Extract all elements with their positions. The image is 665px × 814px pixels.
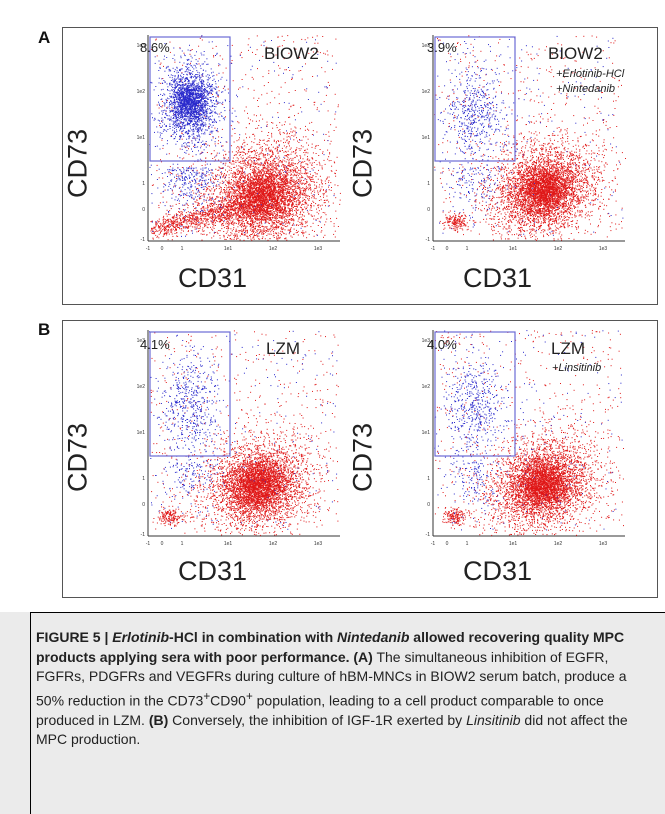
treatment-a2-2: +Nintedanib	[556, 82, 615, 97]
x-tick-label: 1	[466, 246, 469, 252]
x-tick-label: 1e2	[269, 541, 278, 547]
caption-title-mid: -HCl in combination with	[169, 629, 337, 645]
x-axis-label-a1: CD31	[178, 263, 247, 294]
condition-a1: BIOW2	[264, 44, 319, 64]
x-axis-label-b1: CD31	[178, 556, 247, 587]
gate-percent-b2: 4.0%	[427, 337, 457, 352]
scatter-a1: -1 0 1 1e1 1e2 1e3 -1 0 1 1e1 1e2 1e3	[118, 35, 340, 257]
y-tick-label: 1	[427, 476, 430, 482]
x-axis-label-b2: CD31	[463, 556, 532, 587]
x-tick-label: 0	[161, 246, 164, 252]
caption-left-rule	[30, 612, 31, 814]
condition-a2: BIOW2	[548, 44, 603, 64]
y-tick-label: -1	[426, 532, 431, 538]
x-tick-label: 1e3	[599, 246, 608, 252]
x-axis-label-a2: CD31	[463, 263, 532, 294]
x-tick-label: 1e1	[509, 246, 518, 252]
caption-sup-2: +	[246, 690, 253, 703]
y-axis-label-b1: CD73	[63, 418, 94, 498]
y-tick-label: 1e2	[422, 384, 431, 390]
y-tick-label: 0	[142, 502, 145, 508]
x-tick-label: 1	[181, 541, 184, 547]
y-tick-label: 1	[142, 181, 145, 187]
caption-text-b1: Conversely, the inhibition of IGF-1R exe…	[168, 712, 466, 728]
x-tick-label: 1e2	[554, 246, 563, 252]
x-tick-label: 1e3	[599, 541, 608, 547]
caption-label-a: (A)	[353, 649, 372, 665]
x-tick-label: 1e1	[509, 541, 518, 547]
caption-drug-2: Nintedanib	[337, 629, 409, 645]
gate-percent-a1: 8.6%	[140, 40, 170, 55]
caption-text: FIGURE 5 | Erlotinib-HCl in combination …	[36, 628, 654, 750]
y-tick-label: 1e1	[422, 430, 431, 436]
y-tick-label: 0	[427, 207, 430, 213]
x-tick-label: 1e2	[554, 541, 563, 547]
caption-top-rule	[30, 612, 665, 613]
y-tick-label: 1e1	[137, 430, 146, 436]
panel-label-a: A	[38, 28, 50, 48]
x-tick-label: 1e3	[314, 541, 323, 547]
y-tick-label: 1e2	[137, 89, 146, 95]
panel-label-b: B	[38, 320, 50, 340]
gate-rectangle	[435, 37, 515, 161]
event-dots	[149, 330, 339, 536]
y-axis-label-a1: CD73	[63, 124, 94, 204]
condition-b1: LZM	[266, 339, 300, 359]
caption-label-b: (B)	[149, 712, 168, 728]
x-tick-label: -1	[146, 541, 151, 547]
x-tick-label: -1	[431, 541, 436, 547]
gate-percent-a2: 3.9%	[427, 40, 457, 55]
x-tick-label: 1	[181, 246, 184, 252]
caption-text-a2: CD90	[210, 692, 246, 708]
y-tick-label: 1	[427, 181, 430, 187]
caption-drug-3: Linsitinib	[466, 712, 520, 728]
x-tick-label: 1e3	[314, 246, 323, 252]
x-tick-label: 0	[446, 541, 449, 547]
flow-plot-a1: -1 0 1 1e1 1e2 1e3 -1 0 1 1e1 1e2 1e3	[118, 35, 340, 257]
x-tick-label: 1e1	[224, 541, 233, 547]
flow-plot-b1: -1 0 1 1e1 1e2 1e3 -1 0 1 1e1 1e2 1e3	[118, 330, 340, 552]
x-tick-label: 1	[466, 541, 469, 547]
y-tick-label: -1	[141, 237, 146, 243]
y-axis-label-a2: CD73	[348, 124, 379, 204]
y-tick-label: -1	[426, 237, 431, 243]
y-tick-label: 0	[427, 502, 430, 508]
y-tick-label: -1	[141, 532, 146, 538]
x-tick-label: -1	[146, 246, 151, 252]
x-tick-label: 1e2	[269, 246, 278, 252]
x-tick-label: -1	[431, 246, 436, 252]
y-tick-label: 0	[142, 207, 145, 213]
treatment-a2-1: +Erlotinib-HCl	[556, 67, 624, 82]
y-tick-label: 1	[142, 476, 145, 482]
y-tick-label: 1e1	[137, 135, 146, 141]
gate-percent-b1: 4.1%	[140, 337, 170, 352]
x-tick-label: 1e1	[224, 246, 233, 252]
y-tick-label: 1e2	[422, 89, 431, 95]
treatment-b2-1: +Linsitinib	[552, 361, 601, 376]
y-axis-label-b2: CD73	[348, 418, 379, 498]
y-tick-label: 1e2	[137, 384, 146, 390]
x-tick-label: 0	[161, 541, 164, 547]
y-tick-label: 1e1	[422, 135, 431, 141]
caption-title-prefix: FIGURE 5 |	[36, 629, 112, 645]
caption-drug-1: Erlotinib	[112, 629, 169, 645]
event-dots	[149, 35, 341, 241]
x-tick-label: 0	[446, 246, 449, 252]
scatter-b1: -1 0 1 1e1 1e2 1e3 -1 0 1 1e1 1e2 1e3	[118, 330, 340, 552]
condition-b2: LZM	[551, 339, 585, 359]
figure-caption: FIGURE 5 | Erlotinib-HCl in combination …	[0, 612, 665, 814]
